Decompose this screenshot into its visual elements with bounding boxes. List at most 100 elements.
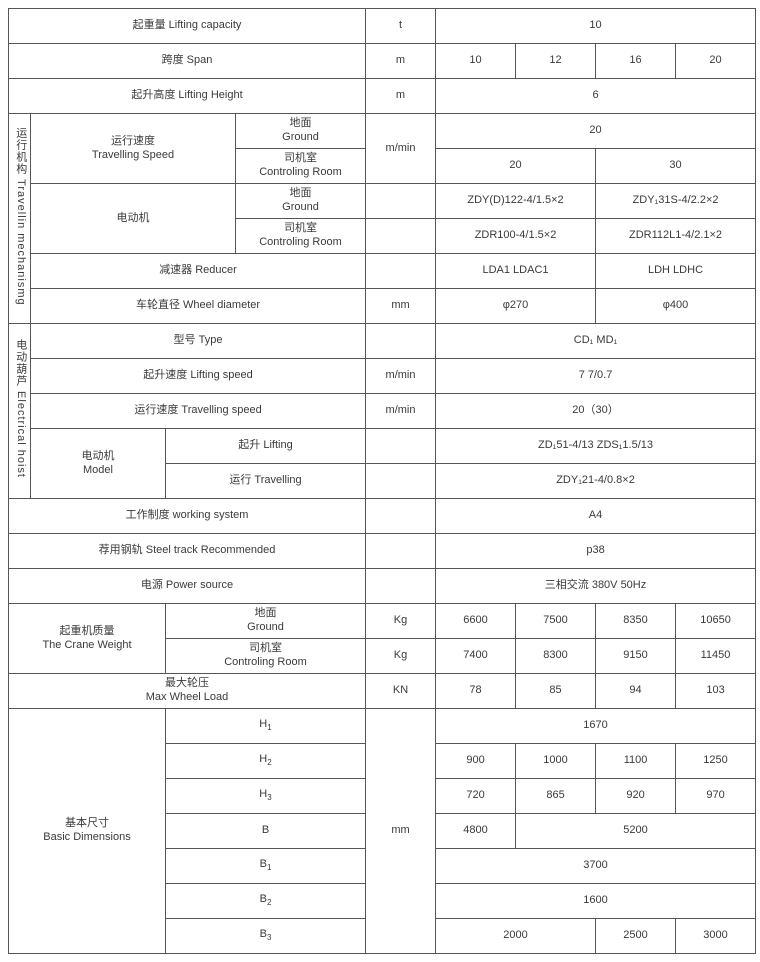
power-source-label: 电源 Power source xyxy=(9,569,366,604)
blank-cell xyxy=(366,219,436,254)
span-label: 跨度 Span xyxy=(9,44,366,79)
unit-kg: Kg xyxy=(366,604,436,639)
motor-ground-a: ZDY(D)122-4/1.5×2 xyxy=(436,184,596,219)
b3-b: 2500 xyxy=(596,919,676,954)
span-12: 12 xyxy=(516,44,596,79)
ground-label: 地面Ground xyxy=(166,604,366,639)
b-b: 5200 xyxy=(516,814,756,849)
unit-mmin: m/min xyxy=(366,394,436,429)
h2-4: 1250 xyxy=(676,744,756,779)
lifting-speed-label: 起升速度 Lifting speed xyxy=(31,359,366,394)
motor-cr-a: ZDR100-4/1.5×2 xyxy=(436,219,596,254)
blank-cell xyxy=(366,324,436,359)
reducer-b: LDH LDHC xyxy=(596,254,756,289)
b1-value: 3700 xyxy=(436,849,756,884)
blank-cell xyxy=(366,429,436,464)
b3-c: 3000 xyxy=(676,919,756,954)
wheel-b: φ400 xyxy=(596,289,756,324)
h2-label: H2 xyxy=(166,744,366,779)
crane-weight-label: 起重机质量The Crane Weight xyxy=(9,604,166,674)
lifting-speed-value: 7 7/0.7 xyxy=(436,359,756,394)
motor-label: 电动机 xyxy=(31,184,236,254)
travelling-sublabel: 运行 Travelling xyxy=(166,464,366,499)
unit-m: m xyxy=(366,44,436,79)
steel-track-value: p38 xyxy=(436,534,756,569)
b3-label: B3 xyxy=(166,919,366,954)
wheel-a: φ270 xyxy=(436,289,596,324)
mw-3: 94 xyxy=(596,674,676,709)
b2-label: B2 xyxy=(166,884,366,919)
cw-ground-2: 7500 xyxy=(516,604,596,639)
h3-2: 865 xyxy=(516,779,596,814)
lifting-capacity-label: 起重量 Lifting capacity xyxy=(9,9,366,44)
blank-cell xyxy=(366,254,436,289)
unit-t: t xyxy=(366,9,436,44)
ts-ground-value: 20 xyxy=(436,114,756,149)
unit-m: m xyxy=(366,79,436,114)
h2-2: 1000 xyxy=(516,744,596,779)
power-source-value: 三相交流 380V 50Hz xyxy=(436,569,756,604)
b-a: 4800 xyxy=(436,814,516,849)
unit-kg: Kg xyxy=(366,639,436,674)
mw-1: 78 xyxy=(436,674,516,709)
motor-model-lifting: ZD₁51-4/13 ZDS₁1.5/13 xyxy=(436,429,756,464)
motor-ground-b: ZDY₁31S-4/2.2×2 xyxy=(596,184,756,219)
travelling-mechanism-header: 运行机构 Travellin mechanismg xyxy=(9,114,31,324)
max-wheel-load-label: 最大轮压Max Wheel Load xyxy=(9,674,366,709)
b2-value: 1600 xyxy=(436,884,756,919)
basic-dimensions-label: 基本尺寸Basic Dimensions xyxy=(9,709,166,954)
motor-model-label: 电动机Model xyxy=(31,429,166,499)
controlling-room-label: 司机室Controling Room xyxy=(236,149,366,184)
mw-2: 85 xyxy=(516,674,596,709)
h2-1: 900 xyxy=(436,744,516,779)
b3-a: 2000 xyxy=(436,919,596,954)
lifting-sublabel: 起升 Lifting xyxy=(166,429,366,464)
b-label: B xyxy=(166,814,366,849)
working-system-value: A4 xyxy=(436,499,756,534)
cw-ground-3: 8350 xyxy=(596,604,676,639)
steel-track-label: 荐用钢轨 Steel track Recommended xyxy=(9,534,366,569)
blank-cell xyxy=(366,184,436,219)
electrical-hoist-header: 电动葫芦 Electrical hoist xyxy=(9,324,31,499)
blank-cell xyxy=(366,464,436,499)
cw-ground-4: 10650 xyxy=(676,604,756,639)
h3-4: 970 xyxy=(676,779,756,814)
cw-cr-2: 8300 xyxy=(516,639,596,674)
cw-cr-4: 11450 xyxy=(676,639,756,674)
cw-cr-3: 9150 xyxy=(596,639,676,674)
cw-cr-1: 7400 xyxy=(436,639,516,674)
lifting-height-value: 6 xyxy=(436,79,756,114)
blank-cell xyxy=(366,534,436,569)
ground-label: 地面Ground xyxy=(236,184,366,219)
type-value: CD₁ MD₁ xyxy=(436,324,756,359)
reducer-label: 减速器 Reducer xyxy=(31,254,366,289)
lifting-capacity-value: 10 xyxy=(436,9,756,44)
blank-cell xyxy=(366,569,436,604)
h1-value: 1670 xyxy=(436,709,756,744)
span-20: 20 xyxy=(676,44,756,79)
spec-table: 起重量 Lifting capacity t 10 跨度 Span m 10 1… xyxy=(8,8,756,954)
unit-mmin: m/min xyxy=(366,114,436,184)
blank-cell xyxy=(366,499,436,534)
unit-mm: mm xyxy=(366,709,436,954)
h1-label: H1 xyxy=(166,709,366,744)
b1-label: B1 xyxy=(166,849,366,884)
working-system-label: 工作制度 working system xyxy=(9,499,366,534)
unit-kn: KN xyxy=(366,674,436,709)
span-16: 16 xyxy=(596,44,676,79)
h2-3: 1100 xyxy=(596,744,676,779)
wheel-diameter-label: 车轮直径 Wheel diameter xyxy=(31,289,366,324)
h3-3: 920 xyxy=(596,779,676,814)
lifting-height-label: 起升高度 Lifting Height xyxy=(9,79,366,114)
type-label: 型号 Type xyxy=(31,324,366,359)
h3-1: 720 xyxy=(436,779,516,814)
travelling-speed-eh-label: 运行速度 Travelling speed xyxy=(31,394,366,429)
cw-ground-1: 6600 xyxy=(436,604,516,639)
controlling-room-label: 司机室Controling Room xyxy=(236,219,366,254)
ts-cr-a: 20 xyxy=(436,149,596,184)
motor-cr-b: ZDR112L1-4/2.1×2 xyxy=(596,219,756,254)
ts-cr-b: 30 xyxy=(596,149,756,184)
controlling-room-label: 司机室Controling Room xyxy=(166,639,366,674)
h3-label: H3 xyxy=(166,779,366,814)
unit-mmin: m/min xyxy=(366,359,436,394)
